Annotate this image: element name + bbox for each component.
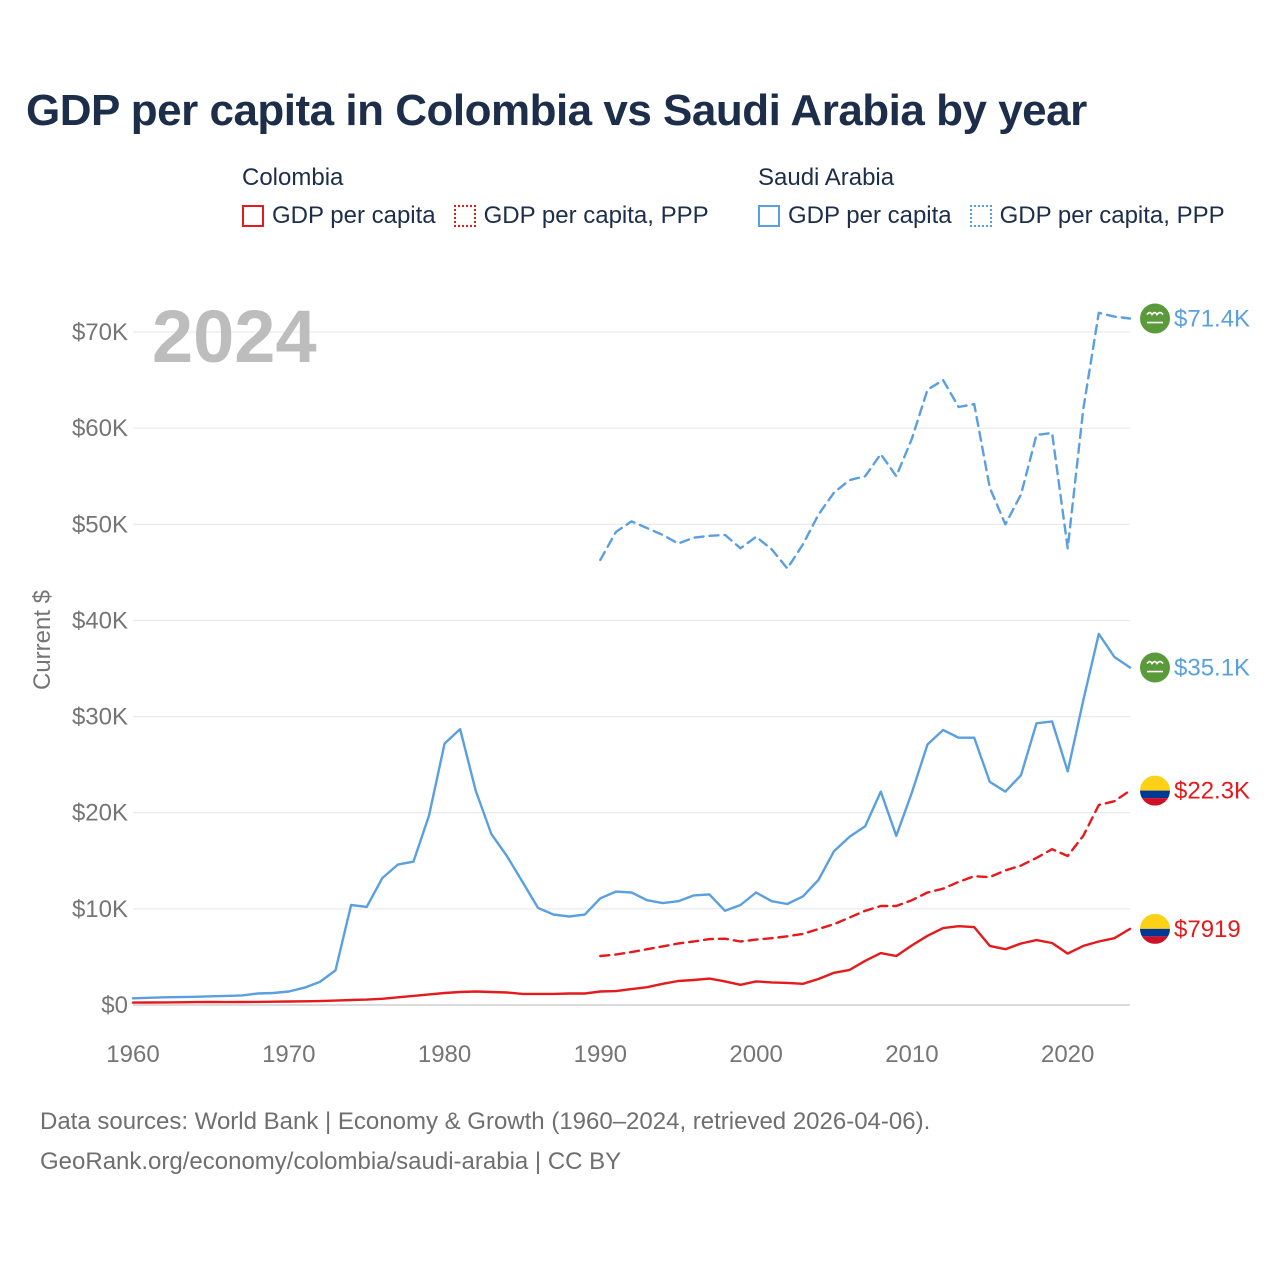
legend-label: GDP per capita [272,202,436,229]
legend-group-name: Saudi Arabia [758,164,895,191]
legend-label: GDP per capita, PPP [999,202,1225,229]
legend-swatch-dotted [453,205,476,227]
end-value-label: $71.4K [1174,306,1250,333]
legend-swatch-solid [758,205,780,227]
legend-swatch-dotted [969,205,992,227]
y-tick-label: $0 [101,992,128,1019]
legend-group-saudi-arabia: Saudi Arabia GDP per capita GDP per capi… [758,160,1243,230]
colombia-flag-icon [1140,775,1170,806]
x-tick-label: 1970 [262,1041,315,1068]
legend-label: GDP per capita, PPP [483,202,709,229]
legend-item-saudi-gdp[interactable]: GDP per capita [758,202,952,230]
y-tick-label: $30K [72,704,128,731]
x-tick-label: 1980 [418,1041,471,1068]
end-value-label: $35.1K [1174,655,1250,682]
chart-title: GDP per capita in Colombia vs Saudi Arab… [26,86,1087,135]
end-value-label: $7919 [1174,916,1241,943]
colombia-flag-icon [1140,913,1170,944]
end-value-label: $22.3K [1174,778,1250,805]
saudi-arabia-flag-icon [1140,652,1170,683]
year-watermark: 2024 [152,295,317,378]
y-axis-label: Current $ [29,590,56,690]
source-line-1: Data sources: World Bank | Economy & Gro… [40,1108,931,1135]
x-tick-label: 2000 [729,1041,782,1068]
y-tick-label: $60K [72,415,128,442]
series-line-colombia-gdp-per-capita[interactable] [131,925,1132,1004]
source-line-2[interactable]: GeoRank.org/economy/colombia/saudi-arabi… [40,1148,622,1175]
saudi-arabia-flag-icon [1140,303,1170,334]
legend-label: GDP per capita [788,202,952,229]
legend-item-colombia-gdp[interactable]: GDP per capita [242,202,436,230]
legend-item-saudi-gdp-ppp[interactable]: GDP per capita, PPP [969,202,1225,230]
x-tick-label: 2010 [885,1041,938,1068]
legend-group-colombia: Colombia GDP per capita GDP per capita, … [242,160,727,230]
y-tick-label: $70K [72,319,128,346]
legend-group-name: Colombia [242,164,344,191]
series-line-colombia-gdp-per-capita-ppp[interactable] [599,789,1132,958]
x-tick-label: 1960 [106,1041,159,1068]
legend-item-colombia-gdp-ppp[interactable]: GDP per capita, PPP [453,202,709,230]
y-tick-label: $20K [72,800,128,827]
x-tick-label: 2020 [1041,1041,1094,1068]
series-line-saudi-arabia-gdp-per-capita-ppp[interactable] [599,311,1132,570]
x-tick-label: 1990 [574,1041,627,1068]
y-tick-label: $10K [72,896,128,923]
y-tick-label: $40K [72,607,128,634]
y-tick-label: $50K [72,511,128,538]
legend-swatch-solid [242,205,264,227]
series-line-saudi-arabia-gdp-per-capita[interactable] [131,632,1132,1000]
